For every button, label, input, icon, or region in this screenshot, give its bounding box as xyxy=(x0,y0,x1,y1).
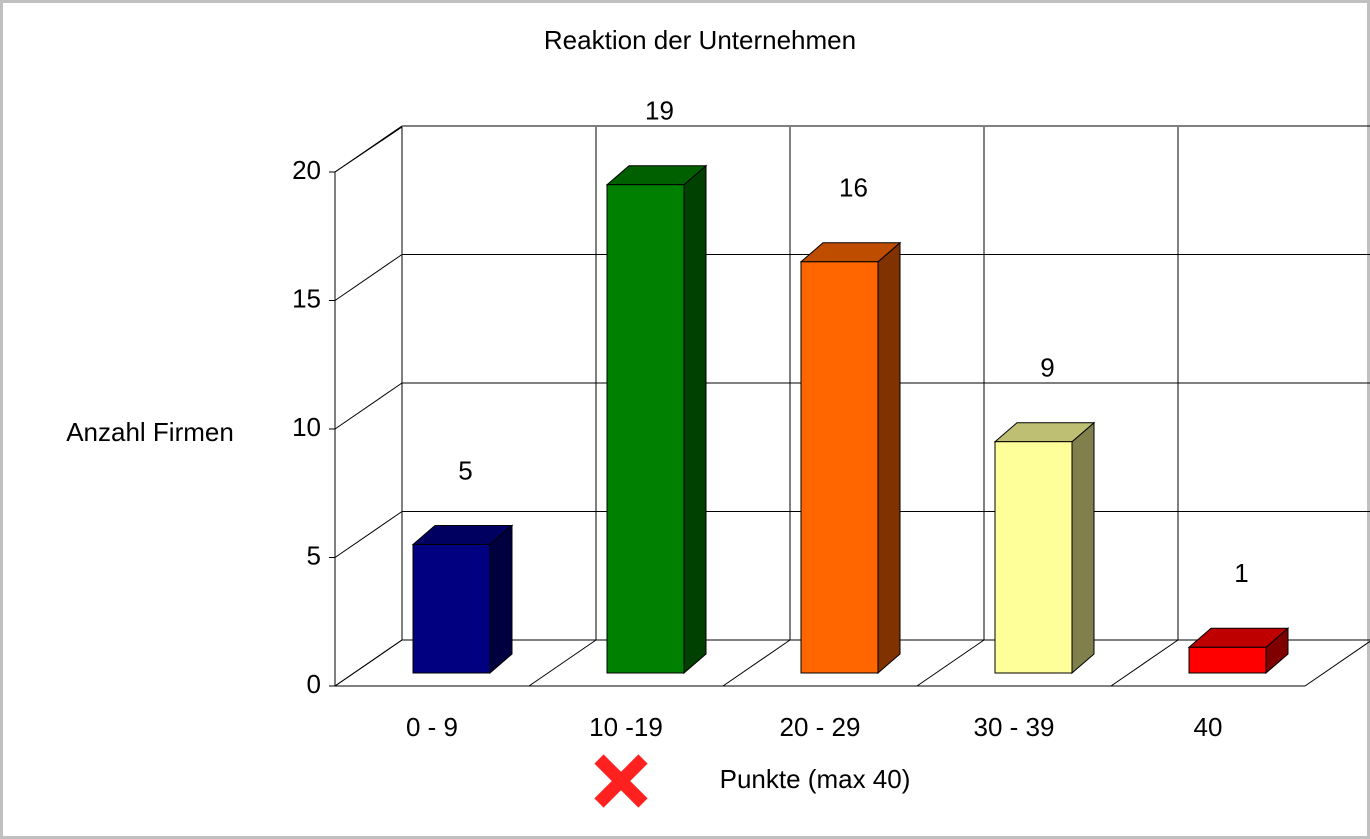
grid-line xyxy=(334,382,403,430)
y-tick-label: 10 xyxy=(292,412,321,442)
floor-line xyxy=(1304,640,1370,687)
x-tick-label: 20 - 29 xyxy=(780,712,861,742)
bar-side xyxy=(683,164,707,675)
floor-line xyxy=(1110,639,1179,687)
grid-line xyxy=(334,125,403,173)
x-tick-label: 40 xyxy=(1194,712,1223,742)
floor-line xyxy=(722,639,791,687)
x-icon xyxy=(594,754,648,808)
floor-line xyxy=(528,639,597,687)
x-tick-label: 0 - 9 xyxy=(406,712,458,742)
x-tick-label: 30 - 39 xyxy=(974,712,1055,742)
bar-side xyxy=(489,524,513,675)
floor-line xyxy=(916,639,985,687)
data-label: 19 xyxy=(645,96,674,126)
data-label: 9 xyxy=(1040,353,1054,383)
y-tick-label: 0 xyxy=(307,669,321,699)
data-label: 5 xyxy=(458,455,472,485)
data-label: 1 xyxy=(1234,558,1248,588)
bar-side xyxy=(1071,421,1095,675)
bar xyxy=(412,544,491,674)
grid-line xyxy=(334,511,403,558)
bar xyxy=(800,261,879,674)
x-tick-label: 10 -19 xyxy=(589,712,663,742)
chart-title: Reaktion der Unternehmen xyxy=(544,25,856,55)
bar xyxy=(1188,646,1267,674)
bar xyxy=(606,184,685,674)
y-tick-label: 20 xyxy=(292,155,321,185)
y-tick-label: 5 xyxy=(307,540,321,570)
data-label: 16 xyxy=(839,173,868,203)
grid-line xyxy=(334,254,403,301)
x-axis-label: Punkte (max 40) xyxy=(720,764,911,794)
y-tick-label: 15 xyxy=(292,283,321,313)
y-axis-label: Anzahl Firmen xyxy=(66,417,234,447)
bar-side xyxy=(877,241,901,675)
grid-line xyxy=(334,639,403,687)
bar xyxy=(994,441,1073,674)
